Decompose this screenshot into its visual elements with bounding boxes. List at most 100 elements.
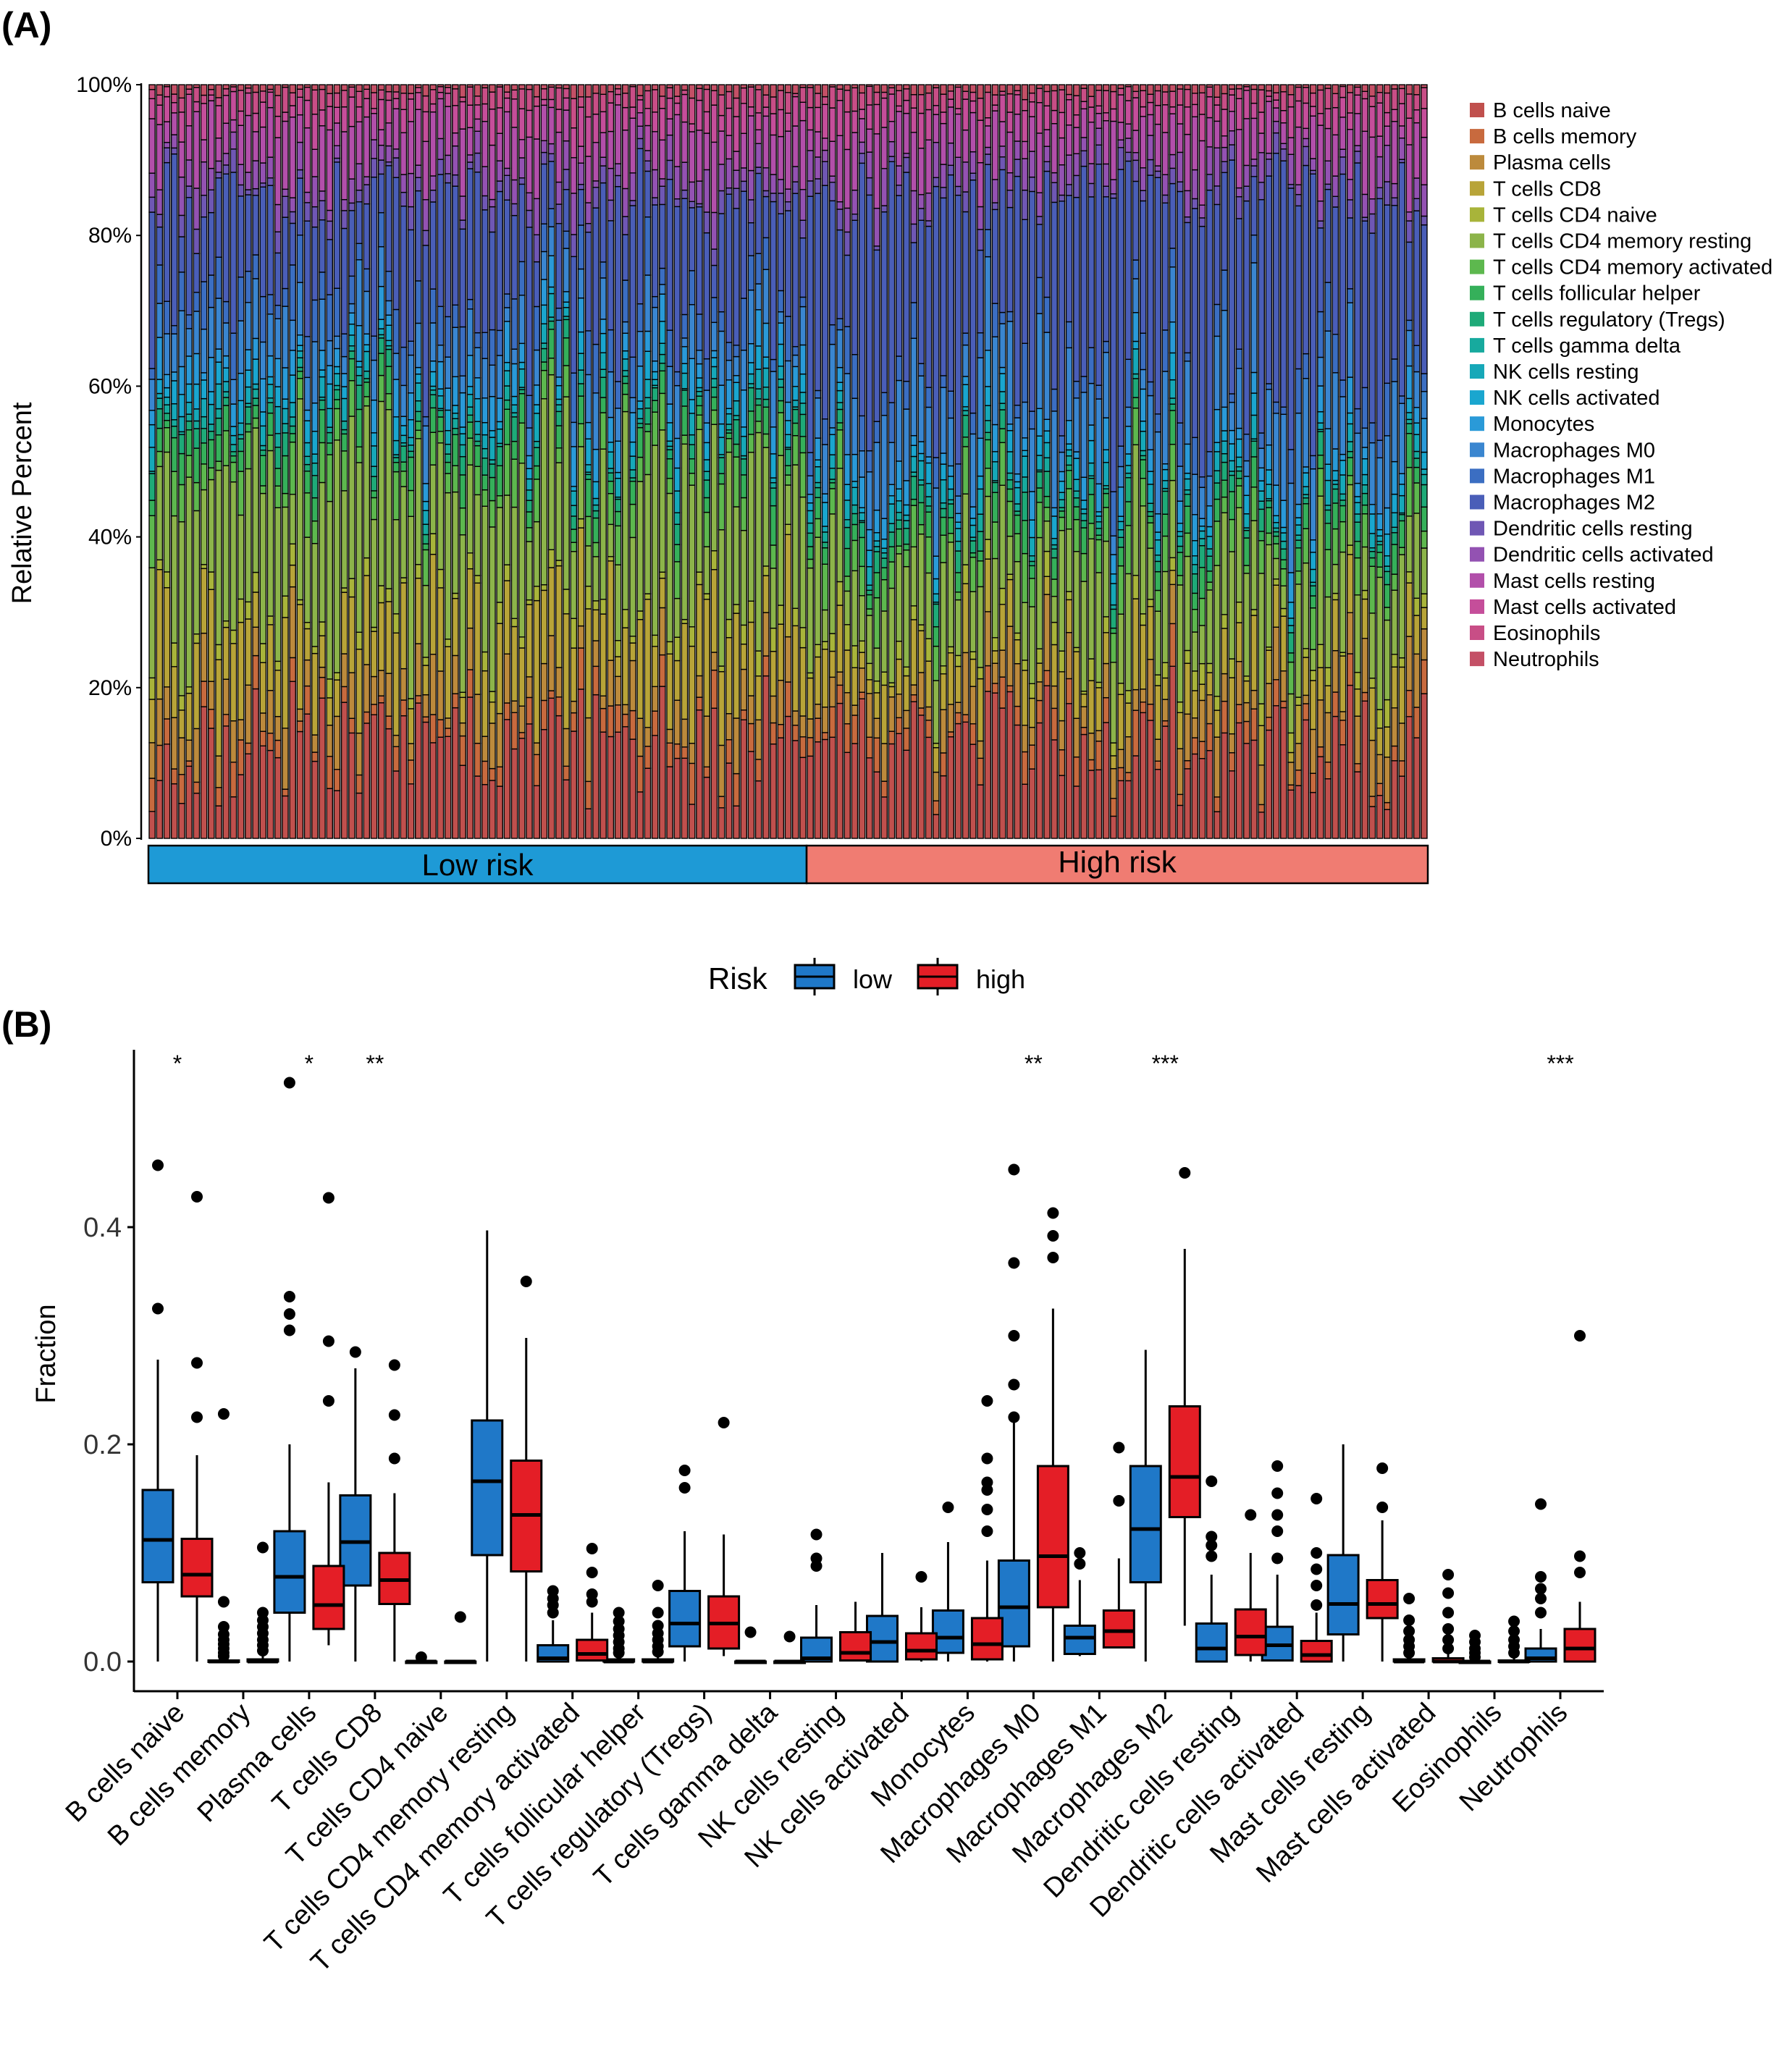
box-high-17 <box>1300 1493 1333 1663</box>
stacked-segment <box>208 391 215 405</box>
stacked-segment <box>1080 476 1088 501</box>
stacked-segment <box>614 381 622 409</box>
stacked-segment <box>910 84 917 96</box>
stacked-segment <box>947 704 955 733</box>
stacked-segment <box>1198 662 1206 685</box>
stacked-segment <box>784 210 792 317</box>
stacked-segment <box>1398 125 1406 139</box>
stacked-segment <box>917 630 925 673</box>
stacked-segment <box>178 111 185 143</box>
stacked-segment <box>1391 526 1398 534</box>
stacked-segment <box>762 565 770 576</box>
stacked-segment <box>392 746 400 772</box>
stacked-segment <box>526 192 533 211</box>
stacked-segment <box>1184 662 1191 715</box>
stacked-segment <box>969 151 977 174</box>
stacked-segment <box>799 496 807 628</box>
stacked-segment <box>1280 700 1287 709</box>
stacked-segment <box>733 443 740 458</box>
box-iqr <box>312 1565 345 1630</box>
stacked-segment <box>348 596 356 673</box>
stacked-segment <box>770 113 777 136</box>
stacked-segment <box>356 774 363 794</box>
stacked-segment <box>1177 422 1184 467</box>
stacked-segment <box>215 469 222 646</box>
stacked-segment <box>1088 196 1095 348</box>
stacked-segment <box>1088 96 1095 108</box>
outlier-point <box>1403 1593 1415 1604</box>
stacked-segment <box>178 737 185 775</box>
stacked-segment <box>1391 121 1398 185</box>
stacked-segment <box>659 654 666 687</box>
stacked-segment <box>1065 321 1073 349</box>
stacked-segment <box>932 814 940 839</box>
stacked-segment <box>577 423 585 447</box>
stacked-segment <box>925 193 933 222</box>
stacked-segment <box>1250 689 1258 710</box>
stacked-segment <box>1021 552 1029 603</box>
stacked-segment <box>1280 91 1287 111</box>
stacked-segment <box>666 97 673 119</box>
stacked-segment <box>563 779 570 839</box>
stacked-segment <box>200 328 208 374</box>
stacked-segment <box>1006 84 1014 95</box>
stacked-segment <box>762 269 770 324</box>
stacked-segment <box>1035 455 1043 471</box>
stacked-segment <box>799 392 807 404</box>
stacked-segment <box>666 449 673 460</box>
stacked-segment <box>1302 146 1310 167</box>
stacked-segment <box>570 700 578 714</box>
stacked-segment <box>1287 572 1295 603</box>
stacked-segment <box>1228 443 1236 462</box>
stacked-segment <box>466 154 474 163</box>
stacked-segment <box>1132 97 1140 131</box>
stacked-segment <box>385 340 392 347</box>
stacked-segment <box>230 629 237 644</box>
stacked-segment <box>274 660 282 671</box>
stacked-segment <box>570 730 578 839</box>
outlier-point <box>388 1359 400 1371</box>
stacked-segment <box>858 162 866 417</box>
stacked-segment <box>1198 758 1206 839</box>
stacked-segment <box>414 84 422 88</box>
stacked-segment <box>880 84 888 93</box>
stacked-segment <box>1376 709 1384 729</box>
stacked-segment <box>237 450 245 472</box>
stacked-segment <box>1398 520 1406 548</box>
stacked-segment <box>851 87 859 112</box>
stacked-segment <box>614 731 622 839</box>
stacked-segment <box>644 746 652 769</box>
stacked-segment <box>954 550 962 573</box>
stacked-segment <box>770 568 777 629</box>
stacked-segment <box>414 695 422 704</box>
stacked-segment <box>814 93 822 109</box>
stacked-segment <box>636 99 644 114</box>
stacked-segment <box>1206 548 1213 557</box>
stacked-segment <box>888 546 896 563</box>
stacked-segment <box>1302 466 1310 473</box>
stacked-segment <box>1324 183 1332 190</box>
stacked-segment <box>193 228 201 254</box>
stacked-segment <box>570 647 578 702</box>
stacked-segment <box>962 98 969 131</box>
stacked-segment <box>1421 215 1428 226</box>
stacked-segment <box>333 106 341 124</box>
stacked-segment <box>762 398 770 408</box>
stacked-segment <box>873 532 880 542</box>
outlier-point <box>152 1302 164 1315</box>
stacked-segment <box>1051 685 1059 710</box>
stacked-segment <box>710 211 718 250</box>
stacked-segment <box>1339 551 1347 653</box>
stacked-segment <box>607 220 615 331</box>
box-low-9 <box>734 1626 767 1664</box>
stacked-segment <box>1221 732 1228 839</box>
stacked-segment <box>917 194 925 209</box>
stacked-segment <box>392 177 400 311</box>
stacked-segment <box>563 589 570 615</box>
stacked-segment <box>1346 684 1354 839</box>
stacked-segment <box>799 647 807 717</box>
stacked-segment <box>673 544 681 563</box>
stacked-segment <box>1147 114 1154 136</box>
stacked-segment <box>1124 151 1132 162</box>
stacked-segment <box>1317 422 1324 430</box>
